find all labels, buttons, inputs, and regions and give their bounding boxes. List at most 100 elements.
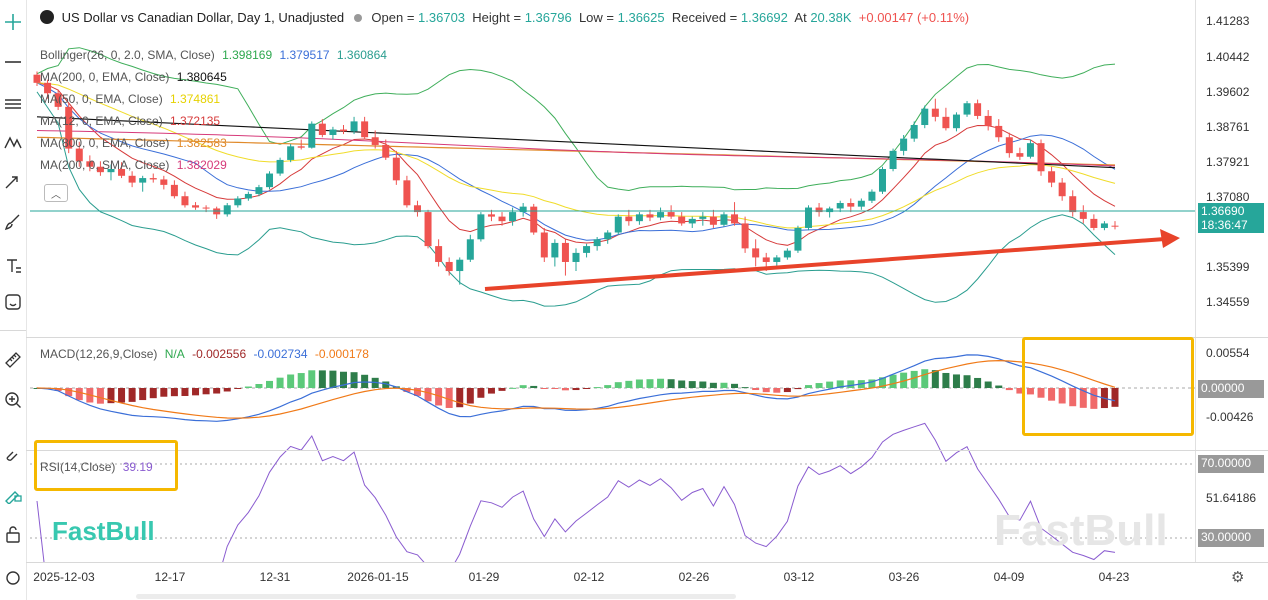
macd-histogram-bar xyxy=(160,388,168,397)
change-value: +0.00147 (+0.11%) xyxy=(858,10,970,25)
candle-body xyxy=(646,214,654,218)
macd-histogram-bar xyxy=(1005,388,1013,391)
last-price-tag: 1.36690 18:36:47 xyxy=(1198,203,1264,233)
lock-icon[interactable] xyxy=(0,520,26,548)
candle-body xyxy=(371,137,379,145)
candle-body xyxy=(44,82,52,94)
macd-histogram-bar xyxy=(572,388,580,391)
macd-histogram-bar xyxy=(731,383,739,388)
macd-histogram-bar xyxy=(699,381,707,388)
macd-histogram-bar xyxy=(678,380,686,388)
macd-histogram-bar xyxy=(1090,388,1098,409)
candle-body xyxy=(107,169,115,173)
macd-histogram-bar xyxy=(878,377,886,388)
price-tick: 1.34559 xyxy=(1206,295,1250,309)
macd-histogram-bar xyxy=(805,385,813,388)
candle-body xyxy=(942,116,950,129)
legend-macd-na: N/A xyxy=(164,347,185,361)
macd-histogram-bar xyxy=(244,386,252,388)
candle-body xyxy=(160,179,168,185)
legend-macd[interactable]: MACD(12,26,9,Close) N/A -0.002556 -0.002… xyxy=(40,347,373,361)
lock-drawing-icon[interactable] xyxy=(0,480,26,508)
candle-body xyxy=(202,207,210,209)
macd-histogram-bar xyxy=(456,388,464,408)
candle-body xyxy=(889,150,897,169)
trend-arrow-icon[interactable] xyxy=(0,168,26,196)
macd-histogram-bar xyxy=(350,372,358,388)
macd-histogram-bar xyxy=(773,388,781,393)
legend-rsi[interactable]: RSI(14,Close) 39.19 xyxy=(40,460,157,474)
legend-ma200s[interactable]: MA(200, 0, SMA, Close) 1.382029 xyxy=(40,158,231,172)
date-tick: 01-29 xyxy=(468,570,500,584)
legend-bollinger[interactable]: Bollinger(26, 0, 2.0, SMA, Close) 1.3981… xyxy=(40,48,391,62)
macd-histogram-bar xyxy=(287,374,295,388)
magnet-icon[interactable] xyxy=(0,440,26,468)
candle-body xyxy=(382,144,390,158)
legend-ma200s-label: MA(200, 0, SMA, Close) xyxy=(40,158,170,172)
candle-body xyxy=(551,242,559,258)
candle-body xyxy=(223,205,231,215)
legend-ma200s-value: 1.382029 xyxy=(176,158,227,172)
macd-histogram-bar xyxy=(413,388,421,396)
smiley-icon[interactable] xyxy=(0,288,26,316)
time-scrollbar[interactable] xyxy=(136,594,736,599)
more-icon[interactable] xyxy=(0,564,26,592)
candle-body xyxy=(826,208,834,213)
low-label: Low = xyxy=(578,10,614,25)
rsi-tick: 51.64186 xyxy=(1206,491,1257,505)
crosshair-icon[interactable] xyxy=(0,8,26,36)
macd-histogram-bar xyxy=(149,388,157,399)
date-tick: 2026-01-15 xyxy=(347,570,409,584)
legend-ma200[interactable]: MA(200, 0, EMA, Close) 1.380645 xyxy=(40,70,231,84)
candle-body xyxy=(329,129,337,135)
candle-body xyxy=(667,212,675,217)
trendline-arrow[interactable] xyxy=(484,229,1180,291)
zoom-in-icon[interactable] xyxy=(0,386,26,414)
candle-body xyxy=(635,214,643,222)
bollinger-middle xyxy=(36,82,1116,241)
macd-line xyxy=(36,354,1116,422)
macd-histogram-bar xyxy=(1026,388,1034,395)
legend-ma800[interactable]: MA(800, 0, EMA, Close) 1.382583 xyxy=(40,136,231,150)
rsi-pane-divider[interactable] xyxy=(26,450,1268,451)
candle-body xyxy=(561,242,569,262)
ruler-icon[interactable] xyxy=(0,346,26,374)
candle-body xyxy=(1005,137,1013,154)
collapse-legend-button[interactable]: ︿ xyxy=(44,184,68,202)
macd-histogram-bar xyxy=(181,388,189,396)
horizontal-line-icon[interactable] xyxy=(0,48,26,76)
candle-body xyxy=(266,173,274,188)
text-icon[interactable] xyxy=(0,252,26,280)
candle-body xyxy=(435,246,443,262)
symbol-title[interactable]: US Dollar vs Canadian Dollar, Day 1, Una… xyxy=(61,10,345,25)
macd-histogram-bar xyxy=(815,383,823,388)
price-tick: 1.37080 xyxy=(1206,190,1250,204)
legend-macd-label: MACD(12,26,9,Close) xyxy=(40,347,158,361)
ma200s-line xyxy=(36,130,1116,167)
macd-pane-divider[interactable] xyxy=(26,337,1268,338)
bollinger-upper xyxy=(36,47,1116,192)
macd-histogram-bar xyxy=(424,388,432,402)
price-chart[interactable] xyxy=(0,0,1195,562)
parallel-lines-icon[interactable] xyxy=(0,88,26,116)
legend-rsi-label: RSI(14,Close) xyxy=(40,460,116,474)
macd-histogram-bar xyxy=(1058,388,1066,404)
macd-histogram-bar xyxy=(519,385,527,388)
received-label: Received = xyxy=(671,10,738,25)
candle-body xyxy=(593,239,601,247)
macd-histogram-bar xyxy=(96,388,104,404)
candle-body xyxy=(572,252,580,262)
candle-body xyxy=(255,187,263,194)
chart-header: US Dollar vs Canadian Dollar, Day 1, Una… xyxy=(40,10,969,25)
zigzag-icon[interactable] xyxy=(0,128,26,156)
candle-body xyxy=(984,115,992,126)
candle-body xyxy=(614,216,622,233)
legend-rsi-value: 39.19 xyxy=(122,460,153,474)
legend-ma50[interactable]: MA(50, 0, EMA, Close) 1.374861 xyxy=(40,92,224,106)
macd-histogram-bar xyxy=(223,388,231,392)
gear-icon[interactable]: ⚙ xyxy=(1231,569,1245,586)
brush-icon[interactable] xyxy=(0,208,26,236)
macd-histogram-bar xyxy=(720,382,728,388)
candle-body xyxy=(318,123,326,135)
legend-ma12[interactable]: MA(12, 0, EMA, Close) 1.372135 xyxy=(40,114,224,128)
